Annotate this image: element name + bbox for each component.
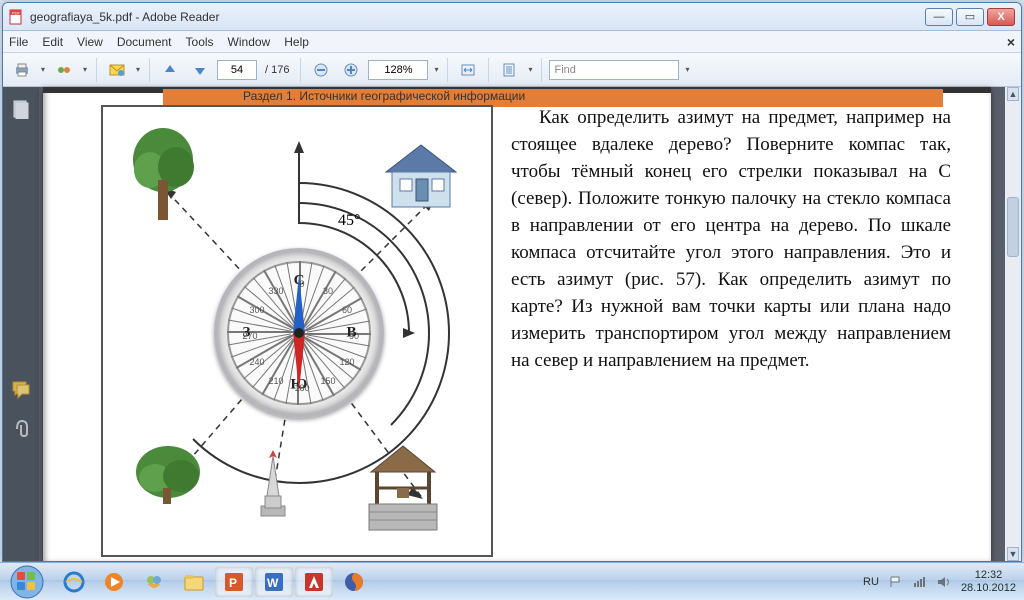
app-window: PDF geografiaya_5k.pdf - Adobe Reader — … bbox=[2, 2, 1022, 562]
window-title: geografiaya_5k.pdf - Adobe Reader bbox=[30, 10, 925, 24]
language-indicator[interactable]: RU bbox=[863, 576, 879, 588]
page-down-button[interactable] bbox=[187, 57, 213, 83]
maximize-button[interactable]: ▭ bbox=[956, 8, 984, 26]
comments-panel-icon[interactable] bbox=[11, 379, 31, 399]
tick-label: 30 bbox=[323, 286, 333, 296]
menu-view[interactable]: View bbox=[77, 35, 103, 49]
tree-icon bbox=[128, 125, 198, 225]
zoom-drop-icon[interactable]: ▾ bbox=[432, 65, 440, 74]
compass-pivot bbox=[294, 328, 304, 338]
taskbar: P W RU 12:32 28.10.2012 bbox=[0, 562, 1024, 600]
section-heading-text: Раздел 1. Источники географической инфор… bbox=[243, 89, 525, 103]
house-icon bbox=[376, 137, 466, 212]
tray-network-icon[interactable] bbox=[913, 575, 927, 589]
tray-clock[interactable]: 12:32 28.10.2012 bbox=[961, 569, 1016, 594]
cardinal-w: З bbox=[243, 325, 251, 342]
angle-label: 45° bbox=[338, 212, 360, 230]
minimize-button[interactable]: — bbox=[925, 8, 953, 26]
find-drop-icon[interactable]: ▾ bbox=[683, 65, 691, 74]
taskbar-wmp-icon[interactable] bbox=[95, 567, 133, 597]
menubar: File Edit View Document Tools Window Hel… bbox=[3, 31, 1021, 53]
needle-north bbox=[293, 275, 305, 333]
doc-close-icon[interactable]: × bbox=[1007, 34, 1015, 50]
menu-document[interactable]: Document bbox=[117, 35, 172, 49]
menu-help[interactable]: Help bbox=[284, 35, 309, 49]
tray-time: 12:32 bbox=[961, 569, 1016, 582]
menu-edit[interactable]: Edit bbox=[42, 35, 63, 49]
cardinal-e: В bbox=[346, 325, 356, 342]
tray-volume-icon[interactable] bbox=[937, 575, 951, 589]
taskbar-msn-icon[interactable] bbox=[135, 567, 173, 597]
start-button[interactable] bbox=[0, 564, 54, 600]
scroll-down-button[interactable]: ▼ bbox=[1007, 547, 1019, 561]
fit-page-button[interactable] bbox=[496, 57, 522, 83]
left-rail bbox=[3, 87, 39, 561]
page-up-button[interactable] bbox=[157, 57, 183, 83]
taskbar-powerpoint-icon[interactable]: P bbox=[215, 567, 253, 597]
zoom-in-button[interactable] bbox=[338, 57, 364, 83]
tick-label: 330 bbox=[268, 286, 283, 296]
toolbar: ▾ ▾ ▾ 54 / 176 128% ▾ ▾ Find ▾ bbox=[3, 53, 1021, 87]
taskbar-explorer-icon[interactable] bbox=[175, 567, 213, 597]
zoom-out-button[interactable] bbox=[308, 57, 334, 83]
fit-width-button[interactable] bbox=[455, 57, 481, 83]
body-paragraph: Как определить азимут на предмет, наприм… bbox=[511, 105, 951, 375]
tray-date: 28.10.2012 bbox=[961, 582, 1016, 595]
tick-label: 150 bbox=[320, 376, 335, 386]
compass-figure: 45° 0306090120150180210240270300330 С В … bbox=[101, 105, 493, 557]
titlebar[interactable]: PDF geografiaya_5k.pdf - Adobe Reader — … bbox=[3, 3, 1021, 31]
taskbar-ie-icon[interactable] bbox=[55, 567, 93, 597]
email-button[interactable] bbox=[104, 57, 130, 83]
email-drop-icon[interactable]: ▾ bbox=[134, 65, 142, 74]
content-area: Раздел 1. Источники географической инфор… bbox=[3, 87, 1021, 561]
needle-south bbox=[293, 333, 305, 391]
svg-text:P: P bbox=[229, 576, 237, 590]
fit-drop-icon[interactable]: ▾ bbox=[526, 65, 534, 74]
text-column: Как определить азимут на предмет, наприм… bbox=[511, 105, 951, 557]
pages-panel-icon[interactable] bbox=[11, 99, 31, 119]
tick-label: 240 bbox=[249, 357, 264, 367]
menu-file[interactable]: File bbox=[9, 35, 28, 49]
tick-label: 300 bbox=[249, 305, 264, 315]
svg-text:PDF: PDF bbox=[12, 10, 21, 15]
find-input[interactable]: Find bbox=[549, 60, 679, 80]
print-drop-icon[interactable]: ▾ bbox=[39, 65, 47, 74]
zoom-input[interactable]: 128% bbox=[368, 60, 428, 80]
tick-label: 60 bbox=[342, 305, 352, 315]
tray-flag-icon[interactable] bbox=[889, 575, 903, 589]
pdf-file-icon: PDF bbox=[9, 9, 25, 25]
collab-button[interactable] bbox=[51, 57, 77, 83]
compass: 0306090120150180210240270300330 С В Ю З bbox=[214, 248, 384, 418]
page-number-input[interactable]: 54 bbox=[217, 60, 257, 80]
pdf-page[interactable]: Раздел 1. Источники географической инфор… bbox=[43, 87, 991, 561]
taskbar-firefox-icon[interactable] bbox=[335, 567, 373, 597]
window-buttons: — ▭ X bbox=[925, 8, 1015, 26]
bush-icon bbox=[133, 440, 203, 510]
print-button[interactable] bbox=[9, 57, 35, 83]
scroll-up-button[interactable]: ▲ bbox=[1007, 87, 1019, 101]
scroll-thumb[interactable] bbox=[1007, 197, 1019, 257]
page-total-label: / 176 bbox=[261, 64, 293, 76]
collab-drop-icon[interactable]: ▾ bbox=[81, 65, 89, 74]
taskbar-word-icon[interactable]: W bbox=[255, 567, 293, 597]
system-tray: RU 12:32 28.10.2012 bbox=[855, 569, 1024, 594]
well-icon bbox=[361, 440, 446, 535]
svg-text:W: W bbox=[267, 576, 279, 590]
menu-window[interactable]: Window bbox=[228, 35, 271, 49]
attachments-panel-icon[interactable] bbox=[11, 417, 31, 437]
taskbar-adobe-icon[interactable] bbox=[295, 567, 333, 597]
menu-tools[interactable]: Tools bbox=[186, 35, 214, 49]
tick-label: 120 bbox=[340, 357, 355, 367]
monument-icon bbox=[253, 450, 293, 520]
scrollbar[interactable]: ▲ ▼ bbox=[1005, 87, 1021, 561]
close-button[interactable]: X bbox=[987, 8, 1015, 26]
tick-label: 210 bbox=[268, 376, 283, 386]
